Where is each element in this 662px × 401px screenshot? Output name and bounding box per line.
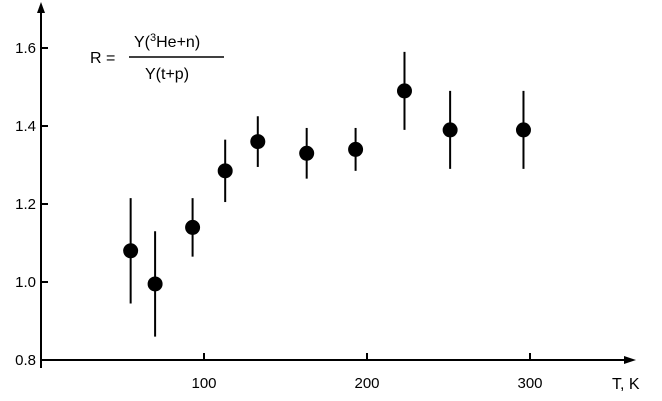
x-tick-label: 200 bbox=[354, 375, 379, 392]
data-point bbox=[299, 145, 315, 161]
y-tick-label: 0.8 bbox=[15, 352, 36, 369]
x-axis-label: T, K bbox=[612, 376, 640, 393]
data-point bbox=[185, 219, 201, 235]
ratio-formula: R = Y(3He+n) Y(t+p) bbox=[90, 32, 224, 83]
y-tick-label: 1.0 bbox=[15, 274, 36, 291]
data-point bbox=[396, 83, 412, 99]
data-point bbox=[217, 163, 233, 179]
data-point bbox=[442, 122, 458, 138]
data-point bbox=[147, 276, 163, 292]
y-tick-label: 1.6 bbox=[15, 40, 36, 57]
x-tick-label: 100 bbox=[191, 375, 216, 392]
x-ticks: 100 200 300 bbox=[191, 353, 543, 392]
data-point bbox=[250, 134, 266, 150]
y-tick-label: 1.2 bbox=[15, 196, 36, 213]
y-axis-arrow bbox=[37, 2, 45, 13]
formula-denominator: Y(t+p) bbox=[145, 66, 189, 83]
formula-lhs: R = bbox=[90, 50, 115, 67]
data-point bbox=[123, 243, 139, 259]
data-point bbox=[515, 122, 531, 138]
superscript-3: 3 bbox=[150, 32, 156, 44]
x-axis-arrow bbox=[624, 356, 636, 364]
data-point bbox=[348, 141, 364, 157]
y-tick-label: 1.4 bbox=[15, 118, 36, 135]
x-tick-label: 300 bbox=[517, 375, 542, 392]
formula-numerator: Y(3He+n) bbox=[134, 32, 200, 51]
data-points bbox=[123, 51, 531, 337]
y-ticks: 0.8 1.0 1.2 1.4 1.6 bbox=[15, 40, 48, 369]
